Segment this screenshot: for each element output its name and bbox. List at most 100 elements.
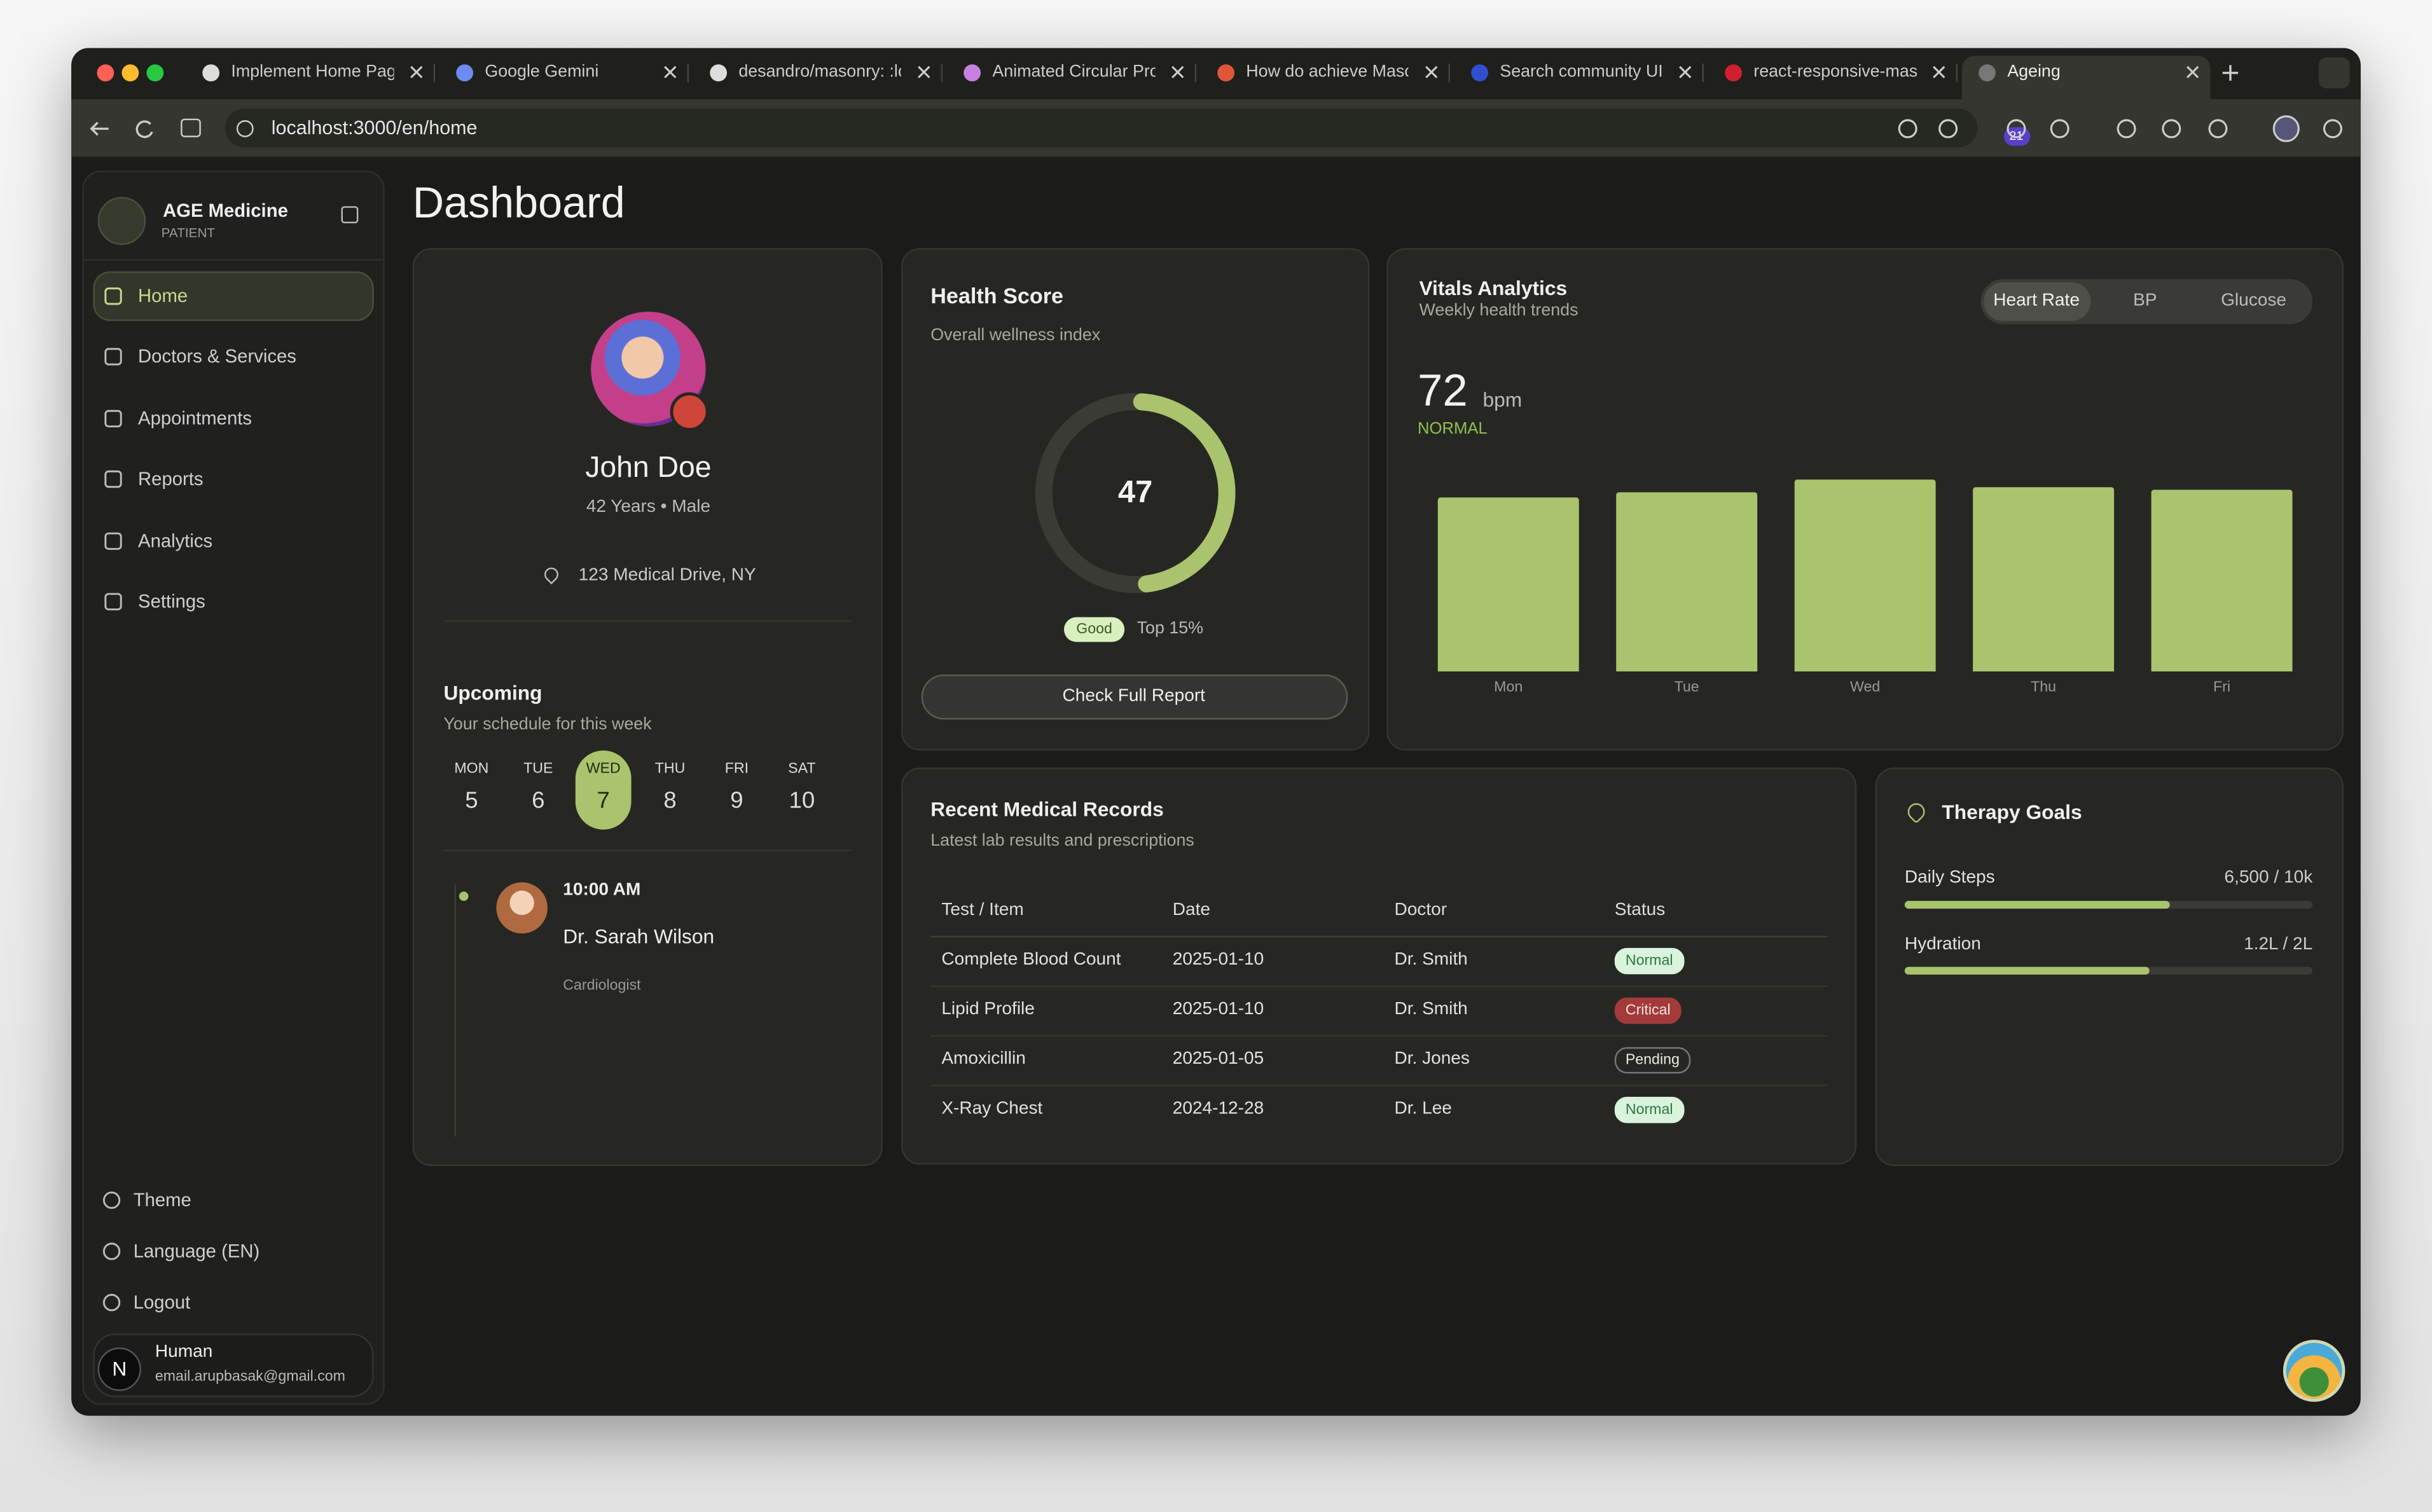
doctor-avatar — [496, 882, 548, 934]
extension-badge: 21 — [2009, 128, 2024, 143]
brand-name: AGE Medicine — [163, 200, 288, 222]
upcoming-subtitle: Your schedule for this week — [443, 715, 652, 734]
day-name[interactable]: MON — [454, 760, 489, 778]
nav-item[interactable]: Home — [138, 285, 188, 307]
status-badge: Critical — [1614, 997, 1682, 1025]
divider — [443, 620, 852, 622]
profile-name: John Doe — [585, 452, 712, 485]
vitals-tab[interactable]: BP — [2133, 291, 2157, 311]
vitals-unit: bpm — [1482, 388, 1523, 411]
day-date[interactable]: 8 — [663, 787, 677, 814]
day-name[interactable]: TUE — [523, 760, 553, 778]
appointment-time: 10:00 AM — [563, 881, 641, 900]
day-date[interactable]: 6 — [532, 787, 545, 814]
user-initial: N — [112, 1357, 127, 1381]
column-header: Date — [1172, 901, 1210, 920]
appointment-doctor: Dr. Sarah Wilson — [563, 924, 715, 948]
status-badge: Pending — [1614, 1047, 1690, 1075]
cell: Dr. Smith — [1394, 951, 1468, 970]
brand-logo — [97, 196, 146, 245]
vitals-tab[interactable]: Heart Rate — [1993, 291, 2080, 311]
user-email: email.arupbasak@gmail.com — [155, 1368, 345, 1385]
therapy-title: Therapy Goals — [1942, 800, 2082, 824]
divider — [83, 259, 383, 261]
cell: 2025-01-10 — [1172, 951, 1264, 970]
appointment-specialty: Cardiologist — [563, 977, 641, 994]
cell: X-Ray Chest — [941, 1099, 1043, 1118]
cell: Lipid Profile — [941, 1000, 1035, 1019]
tab-title[interactable]: Implement Home Page — [231, 62, 394, 81]
records-card — [901, 767, 1857, 1165]
tab-title[interactable]: Search community UI c — [1500, 62, 1663, 81]
tab-title[interactable]: How do achieve Mason — [1246, 62, 1409, 81]
nav-item[interactable]: Settings — [138, 590, 205, 612]
day-date[interactable]: 7 — [597, 787, 610, 814]
goal-name: Daily Steps — [1904, 868, 1995, 888]
day-name[interactable]: WED — [586, 760, 621, 778]
tab-title[interactable]: Animated Circular Pro — [992, 62, 1156, 81]
day-name[interactable]: FRI — [724, 760, 749, 778]
cell: 2024-12-28 — [1172, 1099, 1264, 1118]
day-name[interactable]: SAT — [788, 760, 816, 778]
footer-item[interactable]: Theme — [133, 1189, 191, 1211]
report-button-label[interactable]: Check Full Report — [1062, 687, 1205, 706]
page-title: Dashboard — [412, 178, 625, 227]
day-name[interactable]: THU — [654, 760, 686, 778]
therapy-card — [1875, 767, 2344, 1166]
cell: Dr. Jones — [1394, 1050, 1470, 1069]
column-header: Status — [1614, 901, 1666, 920]
day-date[interactable]: 10 — [789, 787, 815, 814]
user-avatar — [97, 1347, 141, 1391]
column-header: Doctor — [1394, 901, 1447, 920]
brand-role: PATIENT — [161, 224, 216, 240]
cell: Amoxicillin — [941, 1050, 1026, 1069]
report-button[interactable] — [921, 674, 1348, 720]
status-badge: Normal — [1614, 1096, 1684, 1124]
user-name: Human — [155, 1343, 213, 1362]
address-bar[interactable] — [225, 108, 1978, 148]
timeline — [454, 884, 457, 1137]
vitals-subtitle: Weekly health trends — [1419, 301, 1579, 320]
footer-item[interactable]: Logout — [133, 1291, 191, 1314]
tab-title[interactable]: desandro/masonry: :lo — [738, 62, 902, 81]
health-rank: Top 15% — [1137, 619, 1204, 638]
nav-item[interactable]: Analytics — [138, 530, 213, 552]
goal-label: 6,500 / 10k — [2224, 868, 2313, 888]
upcoming-title: Upcoming — [443, 681, 542, 704]
nav-item[interactable]: Reports — [138, 468, 204, 490]
day-date[interactable]: 5 — [465, 787, 478, 814]
tab-active-bg — [1962, 55, 2211, 100]
cell: Dr. Smith — [1394, 1000, 1468, 1019]
url[interactable]: localhost:3000/en/home — [271, 117, 478, 139]
records-subtitle: Latest lab results and prescriptions — [930, 832, 1194, 851]
vitals-title: Vitals Analytics — [1419, 276, 1568, 300]
badge-box — [1064, 617, 1125, 642]
tab-title[interactable]: react-responsive-mas — [1753, 62, 1917, 81]
cell: 2025-01-05 — [1172, 1050, 1264, 1069]
health-subtitle: Overall wellness index — [930, 326, 1101, 345]
call-badge[interactable] — [670, 392, 709, 431]
goal-name: Hydration — [1904, 934, 1981, 953]
tab-title[interactable]: Ageing — [2007, 62, 2061, 81]
assistant-button[interactable] — [2283, 1340, 2346, 1402]
health-title: Health Score — [930, 283, 1064, 308]
vitals-tab[interactable]: Glucose — [2221, 291, 2286, 311]
nav-item[interactable]: Appointments — [138, 407, 252, 430]
nav-active — [93, 271, 374, 321]
divider — [443, 849, 852, 851]
collapse-button[interactable] — [341, 206, 359, 224]
records-title: Recent Medical Records — [930, 797, 1164, 821]
profile-address: 123 Medical Drive, NY — [578, 566, 756, 585]
day-selected — [575, 750, 632, 830]
tab-title[interactable]: Google Gemini — [485, 62, 599, 81]
nav-item[interactable]: Doctors & Services — [138, 345, 296, 368]
cell: Dr. Lee — [1394, 1099, 1452, 1118]
vitals-status: NORMAL — [1418, 420, 1488, 439]
health-badge: Good — [1076, 621, 1112, 638]
day-date[interactable]: 9 — [730, 787, 743, 814]
vitals-tab-active — [1984, 282, 2091, 321]
vitals-current: 72 — [1418, 367, 1468, 417]
footer-item[interactable]: Language (EN) — [133, 1240, 260, 1262]
status-badge: Normal — [1614, 947, 1684, 975]
